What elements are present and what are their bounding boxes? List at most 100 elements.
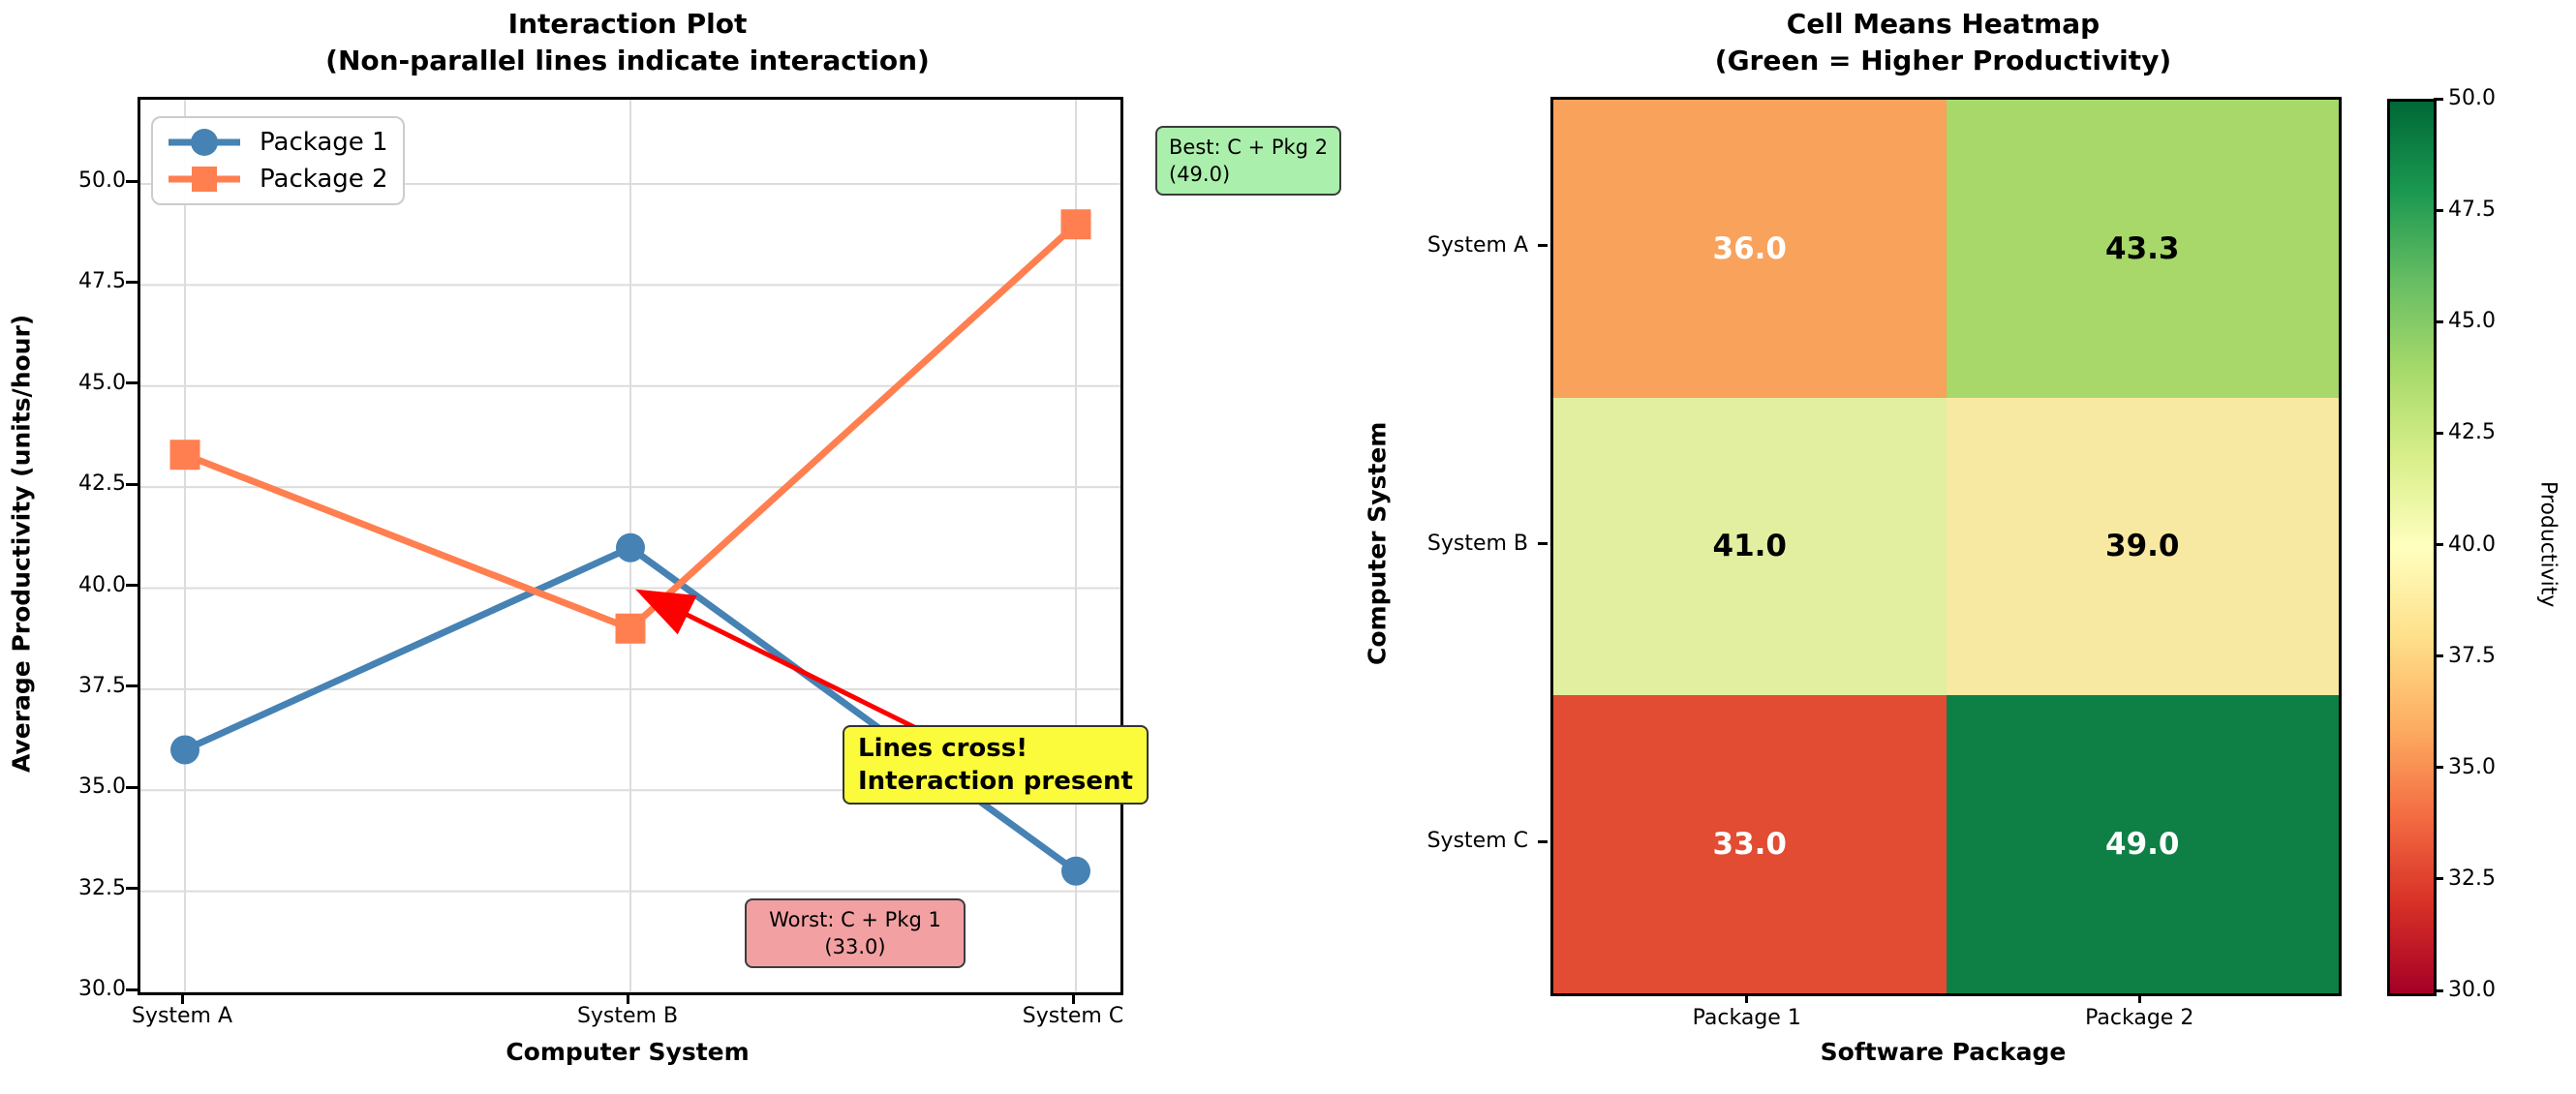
annotation-worst: Worst: C + Pkg 1 (33.0): [745, 898, 966, 968]
data-point-square: [1060, 209, 1091, 240]
colorbar-tick-mark: [2434, 208, 2443, 212]
heatmap-row-label: System B: [1426, 531, 1528, 556]
data-point-circle: [1061, 856, 1090, 886]
legend-label: Package 2: [260, 165, 388, 194]
y-tick-mark: [126, 988, 138, 991]
heatmap-row-label: System C: [1426, 829, 1528, 854]
annotation-worst-line2: (33.0): [824, 935, 886, 958]
heatmap-cell-value: 49.0: [2105, 827, 2180, 863]
data-point-square: [615, 613, 646, 644]
heatmap-cell-system-c-package-2: 49.0: [1946, 695, 2339, 993]
heatmap-col-tick-mark: [1745, 993, 1749, 1003]
annotation-lines-cross: Lines cross! Interaction present: [843, 725, 1149, 805]
legend-circle-marker-icon: [169, 129, 240, 156]
interaction-plot-title: Interaction Plot (Non-parallel lines ind…: [138, 6, 1118, 79]
heatmap-cell-system-b-package-1: 41.0: [1553, 397, 1947, 696]
y-tick-label: 45.0: [78, 370, 126, 395]
x-tick-label: System A: [131, 1004, 233, 1028]
colorbar-tick-label: 35.0: [2448, 754, 2496, 779]
heatmap-cell-value: 39.0: [2105, 529, 2180, 564]
legend-label: Package 1: [260, 128, 388, 157]
interaction-plot-canvas: [140, 100, 1120, 992]
data-point-square: [169, 440, 200, 471]
interaction-plot-ylabel: Average Productivity (units/hour): [7, 314, 36, 773]
heatmap-title-line2: (Green = Higher Productivity): [1714, 45, 2172, 76]
heatmap-col-tick-mark: [2137, 993, 2141, 1003]
heatmap-row-tick-mark: [1538, 542, 1548, 545]
annotation-lines-cross-line2: Interaction present: [858, 767, 1133, 796]
colorbar-tick-mark: [2434, 654, 2443, 658]
heatmap-cell-system-c-package-1: 33.0: [1553, 695, 1947, 993]
colorbar-tick-mark: [2434, 988, 2443, 992]
y-tick-mark: [126, 381, 138, 385]
y-tick-label: 35.0: [78, 775, 126, 800]
legend: Package 1 Package 2: [151, 116, 405, 205]
y-tick-label: 50.0: [78, 168, 126, 193]
interaction-plot-title-line1: Interaction Plot: [507, 8, 748, 40]
heatmap-row-tick-mark: [1538, 244, 1548, 248]
colorbar-tick-label: 40.0: [2448, 532, 2496, 557]
y-tick-mark: [126, 887, 138, 891]
y-tick-label: 42.5: [78, 471, 126, 497]
y-tick-mark: [126, 584, 138, 587]
x-tick-mark: [180, 992, 184, 1004]
y-tick-label: 32.5: [78, 875, 126, 900]
heatmap-cell-value: 36.0: [1712, 230, 1788, 266]
y-tick-label: 40.0: [78, 572, 126, 597]
y-tick-mark: [126, 280, 138, 284]
colorbar-tick-mark: [2434, 431, 2443, 435]
colorbar-tick-mark: [2434, 766, 2443, 770]
colorbar-tick-mark: [2434, 319, 2443, 323]
heatmap-title: Cell Means Heatmap (Green = Higher Produ…: [1550, 6, 2336, 79]
y-tick-label: 30.0: [78, 977, 126, 1001]
y-tick-mark: [126, 785, 138, 789]
colorbar-tick-label: 50.0: [2448, 86, 2496, 110]
legend-item: Package 2: [167, 163, 389, 196]
annotation-best-line2: (49.0): [1169, 163, 1231, 186]
heatmap-row-label: System A: [1426, 232, 1528, 258]
y-tick-mark: [126, 684, 138, 688]
colorbar-tick-mark: [2434, 97, 2443, 101]
colorbar-tick-mark: [2434, 543, 2443, 546]
x-tick-mark: [1071, 992, 1075, 1004]
heatmap-cell-system-a-package-2: 43.3: [1946, 100, 2339, 398]
y-tick-label: 47.5: [78, 269, 126, 294]
heatmap-title-line1: Cell Means Heatmap: [1786, 8, 2101, 40]
heatmap-axes: 36.0 43.3 41.0 39.0 33.0 49.0: [1550, 97, 2342, 996]
annotation-best-line1: Best: C + Pkg 2: [1169, 136, 1329, 159]
heatmap-col-label: Package 1: [1692, 1006, 1801, 1030]
x-tick-label: System B: [576, 1004, 679, 1028]
y-tick-mark: [126, 482, 138, 486]
data-point-circle: [170, 735, 199, 765]
x-tick-label: System C: [1022, 1004, 1124, 1028]
heatmap-cell-value: 33.0: [1712, 827, 1788, 863]
heatmap-cell-system-a-package-1: 36.0: [1553, 100, 1947, 398]
colorbar-tick-label: 45.0: [2448, 309, 2496, 334]
y-tick-label: 37.5: [78, 673, 126, 698]
heatmap-col-label: Package 2: [2085, 1006, 2194, 1030]
annotation-arrow: [635, 589, 930, 737]
colorbar-tick-label: 42.5: [2448, 420, 2496, 445]
colorbar-tick-label: 30.0: [2448, 978, 2496, 1002]
annotation-best: Best: C + Pkg 2 (49.0): [1155, 126, 1342, 196]
legend-item: Package 1: [167, 126, 389, 159]
interaction-plot-axes: Package 1 Package 2: [138, 97, 1123, 995]
colorbar: [2387, 99, 2437, 996]
x-tick-mark: [626, 992, 629, 1004]
y-tick-mark: [126, 179, 138, 183]
colorbar-label: Productivity: [2535, 481, 2561, 608]
colorbar-tick-label: 47.5: [2448, 198, 2496, 223]
colorbar-tick-label: 32.5: [2448, 866, 2496, 891]
heatmap-xlabel: Software Package: [1820, 1038, 2067, 1066]
heatmap-cell-value: 43.3: [2105, 230, 2180, 266]
interaction-plot-xlabel: Computer System: [506, 1038, 750, 1066]
data-point-circle: [616, 532, 645, 562]
colorbar-tick-label: 37.5: [2448, 643, 2496, 668]
heatmap-row-tick-mark: [1538, 839, 1548, 843]
legend-square-marker-icon: [169, 167, 240, 192]
interaction-plot-title-line2: (Non-parallel lines indicate interaction…: [325, 45, 930, 76]
colorbar-tick-mark: [2434, 877, 2443, 881]
annotation-worst-line1: Worst: C + Pkg 1: [769, 908, 941, 931]
heatmap-cell-system-b-package-2: 39.0: [1946, 397, 2339, 696]
